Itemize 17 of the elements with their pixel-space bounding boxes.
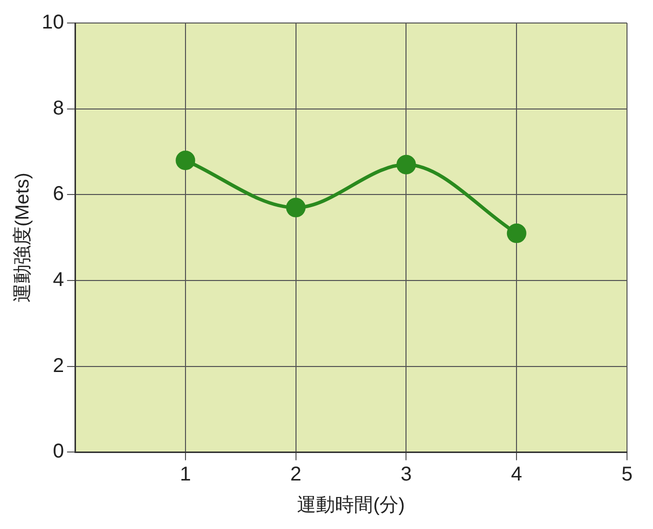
y-tick-label: 2	[52, 354, 64, 377]
x-tick-label: 4	[511, 464, 522, 486]
point	[506, 224, 526, 244]
point	[396, 154, 416, 174]
point	[286, 198, 306, 218]
y-tick-label: 10	[42, 12, 64, 34]
x-tick-label: 3	[400, 464, 412, 486]
y-tick-label: 6	[52, 183, 64, 206]
x-tick-label: 2	[290, 464, 302, 486]
x-tick-label: 1	[180, 464, 191, 486]
y-axis-title: 運動強度(Mets)	[12, 172, 34, 303]
point	[176, 150, 196, 170]
y-tick-label: 8	[52, 97, 64, 120]
x-tick-label: 5	[621, 464, 633, 486]
y-tick-label: 0	[52, 440, 64, 463]
y-tick-label: 4	[52, 269, 64, 292]
x-axis-title: 運動時間(分)	[297, 494, 405, 516]
